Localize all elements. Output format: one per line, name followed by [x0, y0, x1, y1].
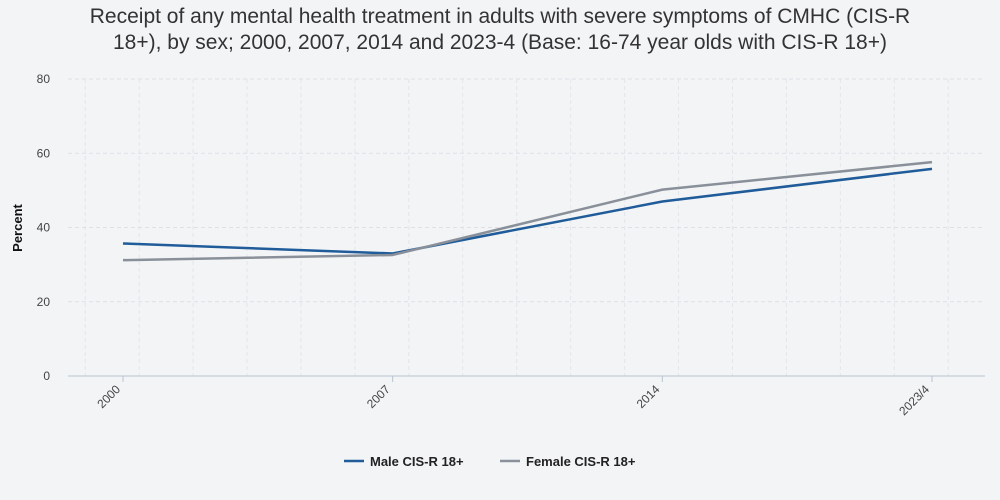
legend: Male CIS-R 18+ Female CIS-R 18+ — [344, 454, 636, 469]
legend-label: Male CIS-R 18+ — [370, 454, 464, 469]
data-point[interactable] — [656, 184, 668, 196]
data-point[interactable] — [117, 254, 129, 266]
series-line-female — [122, 160, 933, 262]
x-tick-label: 2007 — [364, 382, 393, 411]
y-tick-label: 60 — [37, 146, 51, 160]
data-point[interactable] — [656, 196, 668, 208]
x-tick-label: 2014 — [634, 382, 663, 411]
chart-title-line-2: 18+), by sex; 2000, 2007, 2014 and 2023-… — [113, 31, 887, 54]
grid-layer — [68, 78, 985, 376]
legend-item[interactable]: Male CIS-R 18+ — [344, 454, 464, 469]
legend-item[interactable]: Female CIS-R 18+ — [500, 454, 636, 469]
data-point[interactable] — [117, 237, 129, 249]
chart-title-line-1: Receipt of any mental health treatment i… — [89, 5, 911, 28]
y-axis-title: Percent — [10, 203, 25, 251]
legend-label: Female CIS-R 18+ — [526, 454, 636, 469]
x-tick-label: 2023/4 — [896, 382, 932, 418]
x-tick-label: 2000 — [94, 382, 123, 411]
data-point[interactable] — [926, 156, 938, 168]
series-line-male — [122, 167, 933, 255]
series-layer — [117, 156, 938, 266]
y-tick-label: 40 — [37, 221, 51, 235]
y-tick-label: 0 — [43, 369, 50, 383]
y-tick-label: 80 — [37, 72, 51, 86]
data-point[interactable] — [387, 249, 399, 261]
y-tick-label: 20 — [37, 295, 51, 309]
chart-title: Receipt of any mental health treatment i… — [0, 4, 1000, 56]
